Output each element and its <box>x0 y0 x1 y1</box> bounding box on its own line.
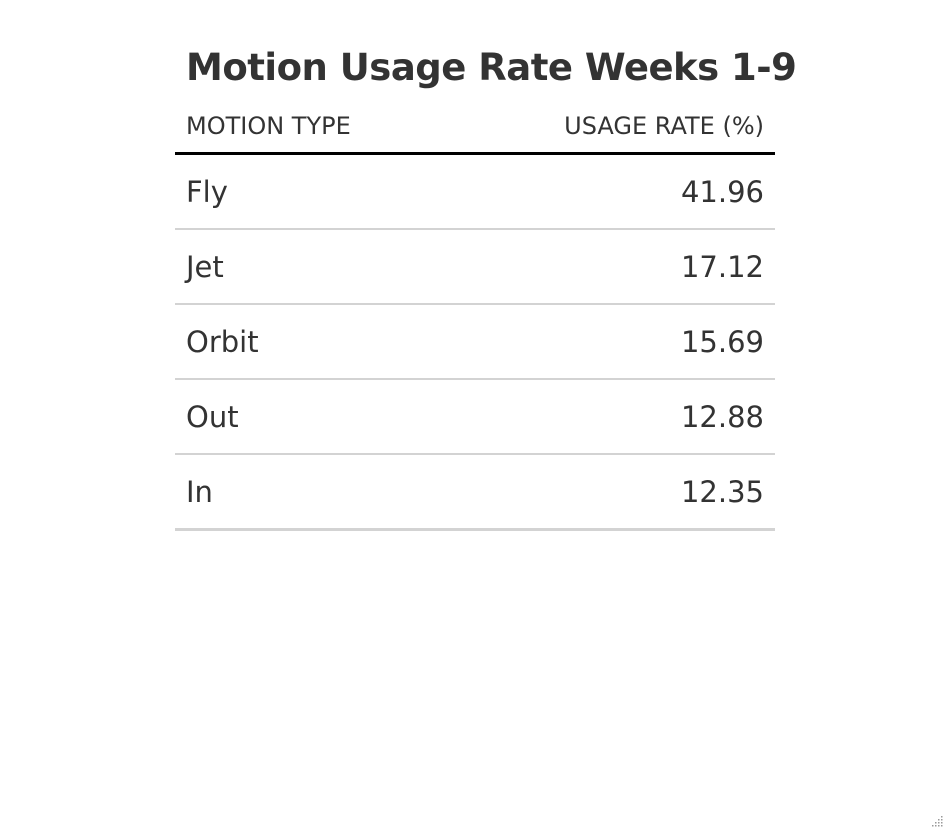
motion-type-cell: In <box>175 454 450 531</box>
usage-table-container: Motion Usage Rate Weeks 1-9 MOTION TYPE … <box>175 44 797 531</box>
column-header-usage-rate: USAGE RATE (%) <box>449 100 775 155</box>
header-row: MOTION TYPE USAGE RATE (%) <box>175 100 775 155</box>
table-body: Fly 41.96 Jet 17.12 Orbit 15.69 Out 12.8… <box>175 153 775 531</box>
usage-rate-cell: 15.69 <box>449 304 775 380</box>
motion-type-cell: Orbit <box>175 304 450 380</box>
usage-rate-cell: 17.12 <box>449 229 775 305</box>
table-row: In 12.35 <box>175 454 775 531</box>
motion-type-cell: Fly <box>175 153 450 230</box>
motion-usage-table: MOTION TYPE USAGE RATE (%) Fly 41.96 Jet… <box>175 100 775 531</box>
table-title: Motion Usage Rate Weeks 1-9 <box>186 46 797 89</box>
table-row: Orbit 15.69 <box>175 304 775 380</box>
motion-type-cell: Out <box>175 379 450 455</box>
resize-grip-icon[interactable] <box>930 814 944 828</box>
table-row: Out 12.88 <box>175 379 775 455</box>
usage-rate-cell: 41.96 <box>449 153 775 230</box>
usage-rate-cell: 12.88 <box>449 379 775 455</box>
motion-type-cell: Jet <box>175 229 450 305</box>
table-header: MOTION TYPE USAGE RATE (%) <box>175 100 775 155</box>
column-header-motion-type: MOTION TYPE <box>175 100 450 155</box>
table-row: Jet 17.12 <box>175 229 775 305</box>
table-row: Fly 41.96 <box>175 153 775 230</box>
usage-rate-cell: 12.35 <box>449 454 775 531</box>
